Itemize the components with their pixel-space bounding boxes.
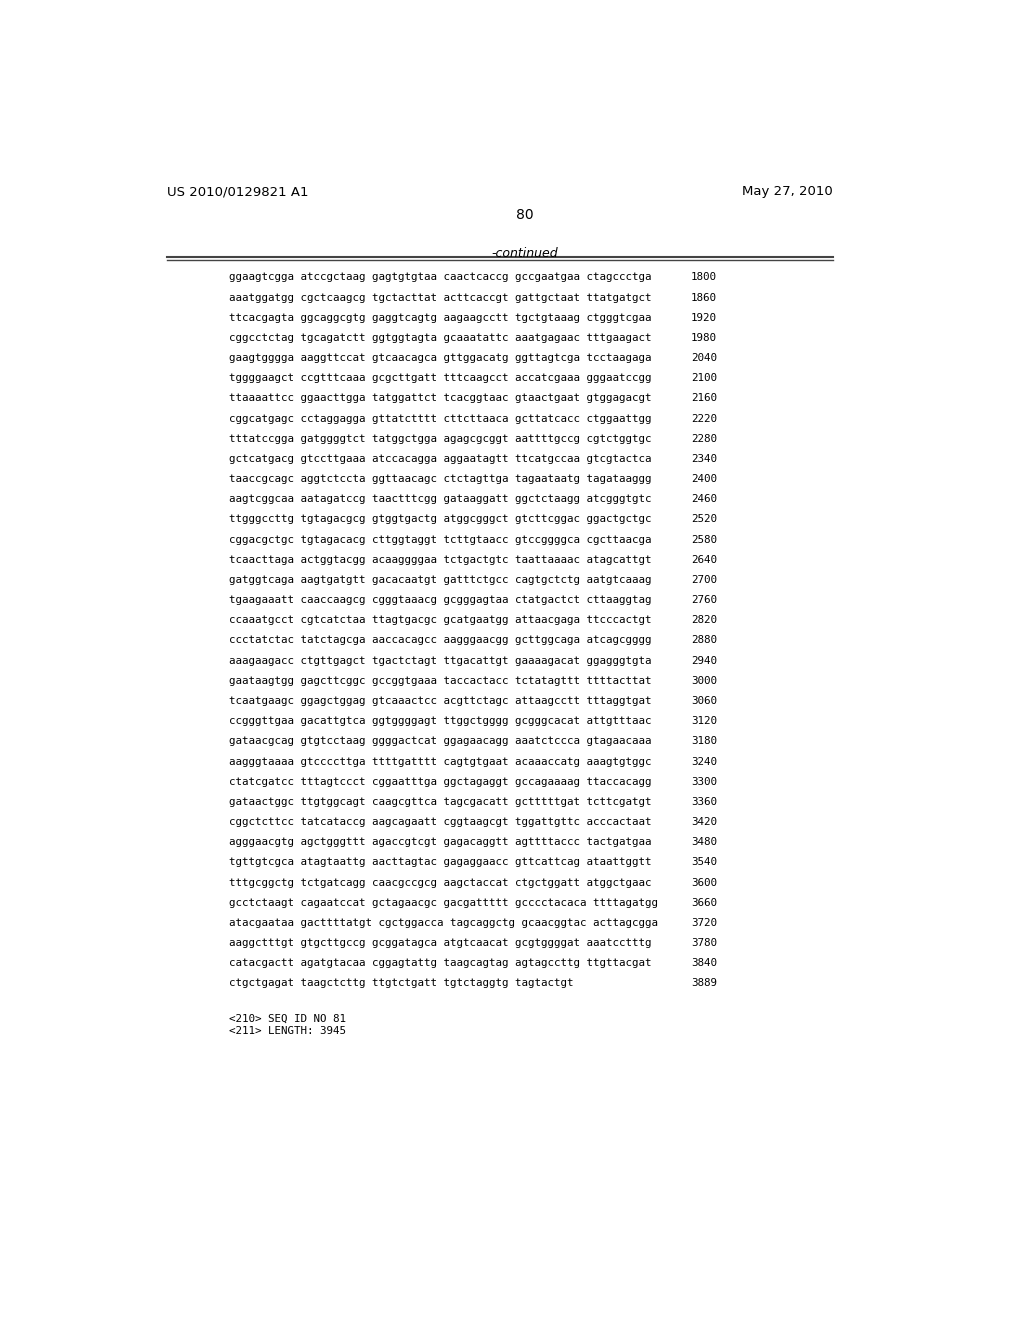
Text: 2100: 2100 <box>691 374 717 383</box>
Text: tcaatgaagc ggagctggag gtcaaactcc acgttctagc attaagcctt tttaggtgat: tcaatgaagc ggagctggag gtcaaactcc acgttct… <box>228 696 651 706</box>
Text: 2340: 2340 <box>691 454 717 463</box>
Text: gataactggc ttgtggcagt caagcgttca tagcgacatt gctttttgat tcttcgatgt: gataactggc ttgtggcagt caagcgttca tagcgac… <box>228 797 651 807</box>
Text: tcaacttaga actggtacgg acaaggggaa tctgactgtc taattaaaac atagcattgt: tcaacttaga actggtacgg acaaggggaa tctgact… <box>228 554 651 565</box>
Text: ttcacgagta ggcaggcgtg gaggtcagtg aagaagcctt tgctgtaaag ctgggtcgaa: ttcacgagta ggcaggcgtg gaggtcagtg aagaagc… <box>228 313 651 322</box>
Text: 3300: 3300 <box>691 776 717 787</box>
Text: 2280: 2280 <box>691 434 717 444</box>
Text: 3660: 3660 <box>691 898 717 908</box>
Text: 2040: 2040 <box>691 352 717 363</box>
Text: tgaagaaatt caaccaagcg cgggtaaacg gcgggagtaa ctatgactct cttaaggtag: tgaagaaatt caaccaagcg cgggtaaacg gcgggag… <box>228 595 651 605</box>
Text: 3720: 3720 <box>691 917 717 928</box>
Text: ccaaatgcct cgtcatctaa ttagtgacgc gcatgaatgg attaacgaga ttcccactgt: ccaaatgcct cgtcatctaa ttagtgacgc gcatgaa… <box>228 615 651 626</box>
Text: May 27, 2010: May 27, 2010 <box>742 185 834 198</box>
Text: 2520: 2520 <box>691 515 717 524</box>
Text: cggctcttcc tatcataccg aagcagaatt cggtaagcgt tggattgttc acccactaat: cggctcttcc tatcataccg aagcagaatt cggtaag… <box>228 817 651 828</box>
Text: 2160: 2160 <box>691 393 717 404</box>
Text: 3889: 3889 <box>691 978 717 989</box>
Text: ggaagtcgga atccgctaag gagtgtgtaa caactcaccg gccgaatgaa ctagccctga: ggaagtcgga atccgctaag gagtgtgtaa caactca… <box>228 272 651 282</box>
Text: 3180: 3180 <box>691 737 717 746</box>
Text: aagtcggcaa aatagatccg taactttcgg gataaggatt ggctctaagg atcgggtgtc: aagtcggcaa aatagatccg taactttcgg gataagg… <box>228 494 651 504</box>
Text: cggcctctag tgcagatctt ggtggtagta gcaaatattc aaatgagaac tttgaagact: cggcctctag tgcagatctt ggtggtagta gcaaata… <box>228 333 651 343</box>
Text: 3000: 3000 <box>691 676 717 686</box>
Text: 1860: 1860 <box>691 293 717 302</box>
Text: 2940: 2940 <box>691 656 717 665</box>
Text: 3420: 3420 <box>691 817 717 828</box>
Text: ccgggttgaa gacattgtca ggtggggagt ttggctgggg gcgggcacat attgtttaac: ccgggttgaa gacattgtca ggtggggagt ttggctg… <box>228 717 651 726</box>
Text: 2460: 2460 <box>691 494 717 504</box>
Text: taaccgcagc aggtctccta ggttaacagc ctctagttga tagaataatg tagataaggg: taaccgcagc aggtctccta ggttaacagc ctctagt… <box>228 474 651 484</box>
Text: 2640: 2640 <box>691 554 717 565</box>
Text: agggaacgtg agctgggttt agaccgtcgt gagacaggtt agttttaccc tactgatgaa: agggaacgtg agctgggttt agaccgtcgt gagacag… <box>228 837 651 847</box>
Text: cggcatgagc cctaggagga gttatctttt cttcttaaca gcttatcacc ctggaattgg: cggcatgagc cctaggagga gttatctttt cttctta… <box>228 413 651 424</box>
Text: gataacgcag gtgtcctaag ggggactcat ggagaacagg aaatctccca gtagaacaaa: gataacgcag gtgtcctaag ggggactcat ggagaac… <box>228 737 651 746</box>
Text: ctgctgagat taagctcttg ttgtctgatt tgtctaggtg tagtactgt: ctgctgagat taagctcttg ttgtctgatt tgtctag… <box>228 978 573 989</box>
Text: tgttgtcgca atagtaattg aacttagtac gagaggaacc gttcattcag ataattggtt: tgttgtcgca atagtaattg aacttagtac gagagga… <box>228 858 651 867</box>
Text: ttgggccttg tgtagacgcg gtggtgactg atggcgggct gtcttcggac ggactgctgc: ttgggccttg tgtagacgcg gtggtgactg atggcgg… <box>228 515 651 524</box>
Text: tttatccgga gatggggtct tatggctgga agagcgcggt aattttgccg cgtctggtgc: tttatccgga gatggggtct tatggctgga agagcgc… <box>228 434 651 444</box>
Text: tttgcggctg tctgatcagg caacgccgcg aagctaccat ctgctggatt atggctgaac: tttgcggctg tctgatcagg caacgccgcg aagctac… <box>228 878 651 887</box>
Text: 2220: 2220 <box>691 413 717 424</box>
Text: -continued: -continued <box>492 247 558 260</box>
Text: cggacgctgc tgtagacacg cttggtaggt tcttgtaacc gtccggggca cgcttaacga: cggacgctgc tgtagacacg cttggtaggt tcttgta… <box>228 535 651 545</box>
Text: atacgaataa gacttttatgt cgctggacca tagcaggctg gcaacggtac acttagcgga: atacgaataa gacttttatgt cgctggacca tagcag… <box>228 917 657 928</box>
Text: 2400: 2400 <box>691 474 717 484</box>
Text: aaggctttgt gtgcttgccg gcggatagca atgtcaacat gcgtggggat aaatcctttg: aaggctttgt gtgcttgccg gcggatagca atgtcaa… <box>228 939 651 948</box>
Text: 3480: 3480 <box>691 837 717 847</box>
Text: 3240: 3240 <box>691 756 717 767</box>
Text: ctatcgatcc tttagtccct cggaatttga ggctagaggt gccagaaaag ttaccacagg: ctatcgatcc tttagtccct cggaatttga ggctaga… <box>228 776 651 787</box>
Text: 3120: 3120 <box>691 717 717 726</box>
Text: 3600: 3600 <box>691 878 717 887</box>
Text: ccctatctac tatctagcga aaccacagcc aagggaacgg gcttggcaga atcagcgggg: ccctatctac tatctagcga aaccacagcc aagggaa… <box>228 635 651 645</box>
Text: gctcatgacg gtccttgaaa atccacagga aggaatagtt ttcatgccaa gtcgtactca: gctcatgacg gtccttgaaa atccacagga aggaata… <box>228 454 651 463</box>
Text: aaagaagacc ctgttgagct tgactctagt ttgacattgt gaaaagacat ggagggtgta: aaagaagacc ctgttgagct tgactctagt ttgacat… <box>228 656 651 665</box>
Text: US 2010/0129821 A1: US 2010/0129821 A1 <box>167 185 308 198</box>
Text: 2700: 2700 <box>691 576 717 585</box>
Text: 3540: 3540 <box>691 858 717 867</box>
Text: gaataagtgg gagcttcggc gccggtgaaa taccactacc tctatagttt ttttacttat: gaataagtgg gagcttcggc gccggtgaaa taccact… <box>228 676 651 686</box>
Text: 3060: 3060 <box>691 696 717 706</box>
Text: catacgactt agatgtacaa cggagtattg taagcagtag agtagccttg ttgttacgat: catacgactt agatgtacaa cggagtattg taagcag… <box>228 958 651 969</box>
Text: gatggtcaga aagtgatgtt gacacaatgt gatttctgcc cagtgctctg aatgtcaaag: gatggtcaga aagtgatgtt gacacaatgt gatttct… <box>228 576 651 585</box>
Text: 3360: 3360 <box>691 797 717 807</box>
Text: 1920: 1920 <box>691 313 717 322</box>
Text: 1800: 1800 <box>691 272 717 282</box>
Text: 2580: 2580 <box>691 535 717 545</box>
Text: aaatggatgg cgctcaagcg tgctacttat acttcaccgt gattgctaat ttatgatgct: aaatggatgg cgctcaagcg tgctacttat acttcac… <box>228 293 651 302</box>
Text: 1980: 1980 <box>691 333 717 343</box>
Text: gaagtgggga aaggttccat gtcaacagca gttggacatg ggttagtcga tcctaagaga: gaagtgggga aaggttccat gtcaacagca gttggac… <box>228 352 651 363</box>
Text: gcctctaagt cagaatccat gctagaacgc gacgattttt gcccctacaca ttttagatgg: gcctctaagt cagaatccat gctagaacgc gacgatt… <box>228 898 657 908</box>
Text: ttaaaattcc ggaacttgga tatggattct tcacggtaac gtaactgaat gtggagacgt: ttaaaattcc ggaacttgga tatggattct tcacggt… <box>228 393 651 404</box>
Text: tggggaagct ccgtttcaaa gcgcttgatt tttcaagcct accatcgaaa gggaatccgg: tggggaagct ccgtttcaaa gcgcttgatt tttcaag… <box>228 374 651 383</box>
Text: <210> SEQ ID NO 81: <210> SEQ ID NO 81 <box>228 1014 346 1024</box>
Text: 2880: 2880 <box>691 635 717 645</box>
Text: 3840: 3840 <box>691 958 717 969</box>
Text: 80: 80 <box>516 209 534 223</box>
Text: <211> LENGTH: 3945: <211> LENGTH: 3945 <box>228 1027 346 1036</box>
Text: 3780: 3780 <box>691 939 717 948</box>
Text: aagggtaaaa gtccccttga ttttgatttt cagtgtgaat acaaaccatg aaagtgtggc: aagggtaaaa gtccccttga ttttgatttt cagtgtg… <box>228 756 651 767</box>
Text: 2760: 2760 <box>691 595 717 605</box>
Text: 2820: 2820 <box>691 615 717 626</box>
